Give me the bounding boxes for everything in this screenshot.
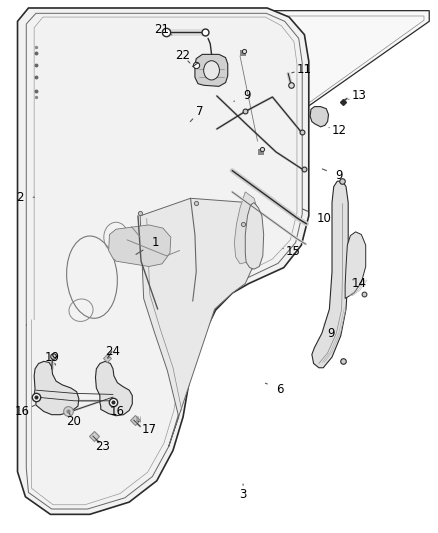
- Text: 9: 9: [234, 90, 251, 102]
- Polygon shape: [195, 54, 228, 86]
- Polygon shape: [245, 203, 264, 269]
- Text: 9: 9: [324, 324, 335, 340]
- Text: 19: 19: [44, 351, 59, 365]
- Text: 24: 24: [106, 345, 120, 358]
- Text: 7: 7: [190, 106, 203, 122]
- Text: 12: 12: [329, 124, 347, 137]
- Text: 2: 2: [16, 191, 35, 204]
- Polygon shape: [140, 198, 259, 447]
- Text: 16: 16: [110, 405, 125, 418]
- Text: 1: 1: [136, 236, 159, 254]
- Polygon shape: [182, 11, 429, 229]
- Text: 3: 3: [240, 484, 247, 501]
- Polygon shape: [18, 8, 309, 514]
- Polygon shape: [109, 225, 171, 266]
- Polygon shape: [95, 361, 132, 416]
- Text: 13: 13: [349, 90, 367, 102]
- Text: 23: 23: [95, 440, 110, 453]
- Polygon shape: [312, 181, 348, 368]
- Polygon shape: [34, 361, 79, 415]
- Text: 10: 10: [303, 209, 332, 225]
- Polygon shape: [234, 192, 261, 264]
- Circle shape: [204, 61, 219, 80]
- Text: 17: 17: [138, 421, 156, 435]
- Text: 9: 9: [322, 169, 343, 182]
- Text: 21: 21: [154, 23, 172, 36]
- Text: 11: 11: [292, 63, 312, 76]
- Text: 16: 16: [14, 405, 35, 418]
- Text: 15: 15: [283, 245, 301, 258]
- Text: 14: 14: [352, 277, 367, 290]
- Text: 6: 6: [265, 383, 284, 395]
- Text: 20: 20: [66, 413, 81, 427]
- Text: 22: 22: [176, 50, 191, 63]
- Polygon shape: [310, 107, 328, 127]
- Polygon shape: [345, 232, 366, 298]
